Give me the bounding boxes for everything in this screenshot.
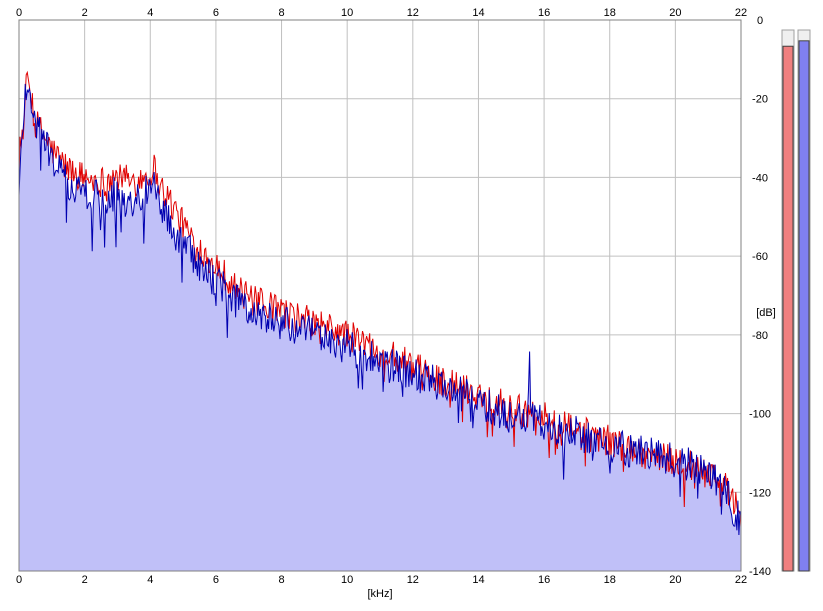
y-tick-label: -40: [752, 172, 768, 184]
x-tick-label-top: 6: [213, 7, 219, 19]
series-line-right: [18, 83, 742, 536]
x-tick-label-top: 18: [604, 7, 616, 19]
x-tick-label-bottom: 6: [213, 574, 219, 586]
y-tick-label: -20: [752, 94, 768, 106]
meter-right-fill: [798, 40, 810, 572]
level-meters: [781, 29, 811, 572]
x-tick-label-bottom: 4: [147, 574, 153, 586]
meter-left-fill: [782, 45, 794, 572]
x-tick-label-top: 2: [82, 7, 88, 19]
y-axis-label: [dB]: [756, 307, 776, 319]
x-tick-label-bottom: 14: [472, 574, 484, 586]
x-tick-label-bottom: 12: [407, 574, 419, 586]
x-tick-label-bottom: 10: [341, 574, 353, 586]
x-tick-label-bottom: 18: [604, 574, 616, 586]
y-tick-label: -60: [752, 251, 768, 263]
x-tick-label-top: 8: [278, 7, 284, 19]
y-tick-label: 0: [757, 15, 763, 27]
x-axis-top: 0 2 4 6 8 10 12 14 16 18 20 22: [16, 7, 747, 19]
x-axis-label: [kHz]: [367, 588, 392, 600]
x-tick-label-bottom: 22: [735, 574, 747, 586]
x-axis-bottom: 0 2 4 6 8 10 12 14 16 18 20 22: [16, 574, 747, 586]
x-tick-label-bottom: 16: [538, 574, 550, 586]
x-tick-label-bottom: 8: [278, 574, 284, 586]
plot-frame: [18, 19, 742, 572]
x-tick-label-top: 10: [341, 7, 353, 19]
x-tick-label-bottom: 20: [669, 574, 681, 586]
y-tick-label: -100: [749, 409, 771, 421]
x-tick-label-bottom: 2: [82, 574, 88, 586]
x-tick-label-top: 14: [472, 7, 484, 19]
x-tick-label-top: 12: [407, 7, 419, 19]
y-tick-label: -120: [749, 487, 771, 499]
y-axis-right: 0 -20 -40 -60 -80 -100 -120 -140: [749, 15, 771, 578]
y-tick-label: -140: [749, 566, 771, 578]
x-tick-label-top: 22: [735, 7, 747, 19]
y-tick-label: -80: [752, 330, 768, 342]
x-tick-label-top: 20: [669, 7, 681, 19]
x-tick-label-top: 16: [538, 7, 550, 19]
x-tick-label-top: 4: [147, 7, 153, 19]
x-tick-label-top: 0: [16, 7, 22, 19]
x-tick-label-bottom: 0: [16, 574, 22, 586]
spectrum-fill-area: [19, 83, 741, 572]
